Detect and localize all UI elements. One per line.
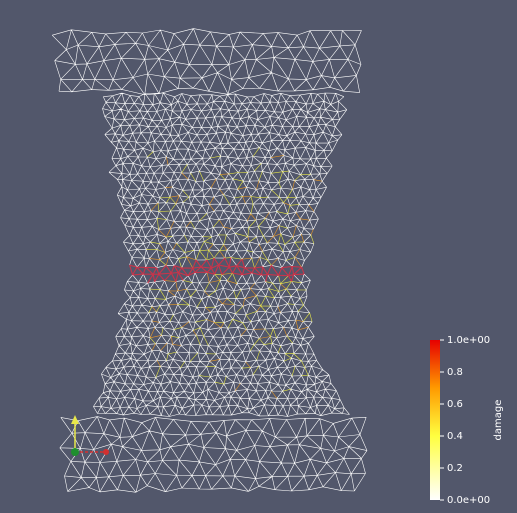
mesh-edges (129, 257, 305, 284)
color-bar (430, 340, 440, 500)
mesh-edges (51, 28, 368, 493)
tick-label: 0.6 (447, 399, 463, 410)
color-legend: damage 1.0e+00 0.8 0.6 0.4 0.2 0.0e+00 (430, 335, 504, 506)
tick-label: 0.0e+00 (447, 495, 490, 506)
axes-triad (71, 415, 109, 456)
tick-label: 0.4 (447, 431, 463, 442)
tick-label: 1.0e+00 (447, 335, 490, 346)
color-bar-title: damage (493, 400, 504, 441)
mesh-edges (149, 155, 323, 399)
mesh-edges (146, 147, 315, 392)
tick-label: 0.2 (447, 463, 463, 474)
tick-label: 0.8 (447, 367, 463, 378)
mesh (51, 28, 368, 493)
